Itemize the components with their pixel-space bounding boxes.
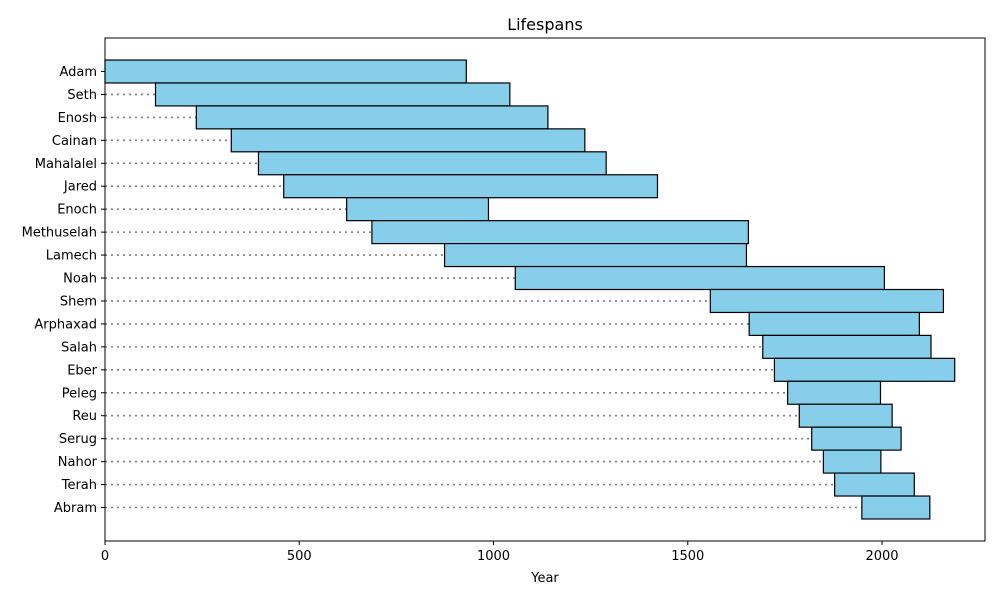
bar-salah bbox=[762, 334, 932, 359]
bar-cainan bbox=[230, 128, 586, 153]
bar-mahalalel bbox=[257, 151, 607, 176]
y-tick-label-arphaxad: Arphaxad bbox=[34, 317, 97, 332]
y-tick-label-adam: Adam bbox=[59, 65, 97, 80]
x-tick-label-2000: 2000 bbox=[865, 549, 898, 564]
y-tick-label-reu: Reu bbox=[72, 409, 97, 424]
bar-arphaxad bbox=[748, 311, 920, 336]
y-tick-label-peleg: Peleg bbox=[62, 386, 97, 401]
bar-reu bbox=[798, 403, 893, 428]
bar-seth bbox=[154, 82, 511, 107]
bar-serug bbox=[811, 426, 902, 451]
x-tick-label-1500: 1500 bbox=[671, 549, 704, 564]
y-tick-label-eber: Eber bbox=[67, 363, 97, 378]
guide-lines bbox=[105, 93, 862, 509]
y-tick-label-nahor: Nahor bbox=[58, 455, 98, 470]
y-tick-label-jared: Jared bbox=[63, 180, 97, 195]
plot-frame bbox=[104, 37, 986, 542]
y-axis: Adam Seth Enosh Cainan Mahalalel Jared Enoch Me… bbox=[22, 65, 105, 516]
y-tick-label-enoch: Enoch bbox=[57, 203, 97, 218]
x-tick-label-0: 0 bbox=[101, 549, 109, 564]
bar-lamech bbox=[443, 243, 748, 268]
y-tick-label-mahalalel: Mahalalel bbox=[35, 157, 97, 172]
y-tick-label-cainan: Cainan bbox=[52, 134, 97, 149]
y-tick-label-methuselah: Methuselah bbox=[22, 226, 97, 241]
y-tick-label-shem: Shem bbox=[60, 294, 97, 309]
x-axis-label: Year bbox=[530, 571, 559, 586]
bar-eber bbox=[773, 357, 956, 382]
x-tick-label-1000: 1000 bbox=[477, 549, 510, 564]
y-tick-label-seth: Seth bbox=[67, 88, 97, 103]
y-tick-label-noah: Noah bbox=[63, 272, 97, 287]
x-axis: 0 500 1000 1500 2000 bbox=[101, 541, 899, 564]
y-tick-label-terah: Terah bbox=[61, 478, 97, 493]
bar-shem bbox=[709, 288, 945, 314]
bar-nahor bbox=[822, 449, 882, 474]
y-tick-label-enosh: Enosh bbox=[58, 111, 97, 126]
bar-adam bbox=[104, 59, 467, 84]
bar-jared bbox=[283, 174, 659, 199]
bar-enosh bbox=[195, 105, 549, 130]
bar-abram bbox=[861, 495, 931, 520]
y-tick-label-abram: Abram bbox=[54, 501, 97, 516]
y-tick-label-salah: Salah bbox=[61, 340, 97, 355]
bar-peleg bbox=[787, 380, 882, 405]
y-tick-label-serug: Serug bbox=[59, 432, 97, 447]
x-tick-label-500: 500 bbox=[287, 549, 312, 564]
y-tick-label-lamech: Lamech bbox=[46, 249, 97, 264]
bar-enoch bbox=[346, 197, 490, 222]
bars bbox=[104, 59, 956, 520]
bar-methuselah bbox=[371, 220, 749, 245]
bar-noah bbox=[514, 265, 885, 291]
chart-title: Lifespans bbox=[507, 15, 583, 34]
bar-terah bbox=[834, 472, 915, 497]
